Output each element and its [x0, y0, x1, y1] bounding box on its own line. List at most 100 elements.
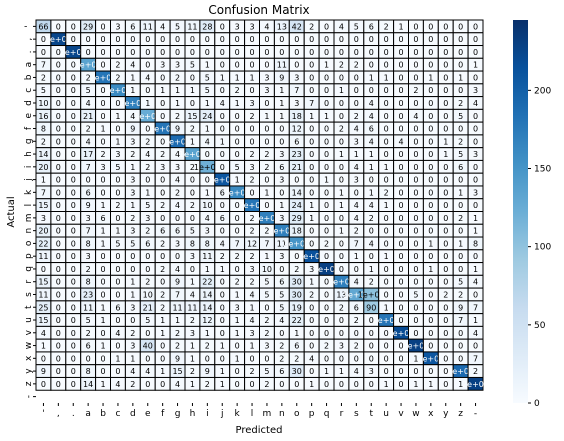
cell-value-label: 1: [458, 73, 463, 82]
y-tick-label: i: [24, 166, 34, 169]
cell-value-label: 0: [71, 239, 76, 248]
cell-value-label: 0: [458, 265, 463, 274]
cell-value-label: 0: [101, 22, 106, 31]
cell-value-label: 6: [115, 303, 120, 312]
cell-value-label: 0: [41, 265, 46, 274]
cell-value-label: 0: [384, 99, 389, 108]
cell-value-label: 0: [384, 137, 389, 146]
cell-value-label: 1: [160, 329, 165, 338]
cell-value-label: 0: [399, 35, 404, 44]
cell-value-label: 1: [324, 61, 329, 70]
cell-value-label: 0: [384, 227, 389, 236]
cell-value-label: 0: [160, 137, 165, 146]
x-tick-label: ‑: [474, 409, 477, 419]
cell-value-label: 1: [175, 86, 180, 95]
x-tick-label: b: [100, 409, 106, 419]
cell-value-label: 0: [56, 201, 61, 210]
cell-value-label: 0: [115, 188, 120, 197]
cell-value-label: 2: [130, 329, 135, 338]
cell-value-label: 1e+02: [194, 163, 221, 172]
x-tick-label: a: [85, 409, 91, 419]
cell-value-label: 0: [354, 99, 359, 108]
cell-value-label: 5: [86, 316, 91, 325]
cell-value-label: 0: [324, 125, 329, 134]
cell-value-label: 8: [190, 239, 195, 248]
cell-value-label: 1: [115, 354, 120, 363]
cell-value-label: 1: [413, 354, 418, 363]
cell-value-label: 0: [56, 125, 61, 134]
y-tick-label: z: [24, 381, 34, 386]
cell-value-label: 4: [413, 112, 418, 121]
cell-value-label: 0: [473, 125, 478, 134]
cell-value-label: 1: [130, 201, 135, 210]
cell-value-label: 0: [399, 150, 404, 159]
cell-value-label: 0: [56, 265, 61, 274]
cell-value-label: 0: [71, 252, 76, 261]
cell-value-label: 0: [443, 163, 448, 172]
cell-value-label: 0: [428, 252, 433, 261]
cell-value-label: 4: [369, 137, 374, 146]
cell-value-label: 0: [160, 112, 165, 121]
cell-value-label: 4: [369, 201, 374, 210]
cell-value-label: 0: [369, 227, 374, 236]
cell-value-label: 2: [175, 342, 180, 351]
cell-value-label: 3: [354, 176, 359, 185]
cell-value-label: 10: [38, 99, 48, 108]
cell-value-label: 1: [339, 188, 344, 197]
cell-value-label: 1: [458, 188, 463, 197]
cell-value-label: 3: [130, 303, 135, 312]
cell-value-label: 4: [115, 329, 120, 338]
cell-value-label: 0: [339, 137, 344, 146]
cell-value-label: 0: [56, 290, 61, 299]
cell-value-label: 2: [190, 125, 195, 134]
cell-value-label: 0: [399, 252, 404, 261]
cell-value-label: 0: [56, 163, 61, 172]
cell-value-label: 4: [86, 137, 91, 146]
cell-value-label: 3: [294, 99, 299, 108]
cell-value-label: 7: [175, 290, 180, 299]
cell-value-label: 7: [235, 239, 240, 248]
cell-value-label: 0: [86, 48, 91, 57]
cell-value-label: 1: [220, 342, 225, 351]
cell-value-label: 5: [235, 163, 240, 172]
cell-value-label: 0: [71, 137, 76, 146]
cell-value-label: 0: [264, 61, 269, 70]
cell-value-label: 1: [220, 137, 225, 146]
cell-value-label: 0: [235, 380, 240, 389]
cell-value-label: 0: [309, 188, 314, 197]
cell-value-label: 0: [294, 252, 299, 261]
cell-value-label: 0: [384, 354, 389, 363]
cell-value-label: 4: [473, 329, 478, 338]
cell-value-label: 4: [369, 112, 374, 121]
cell-value-label: 3: [250, 265, 255, 274]
cell-value-label: 0: [279, 137, 284, 146]
cell-value-label: 0: [235, 48, 240, 57]
cell-value-label: 0: [71, 61, 76, 70]
cell-value-label: 29: [83, 22, 93, 31]
cell-value-label: 2: [160, 201, 165, 210]
cell-value-label: 3: [339, 342, 344, 351]
cell-value-label: 2e+02: [462, 380, 489, 389]
cell-value-label: 1: [190, 278, 195, 287]
cell-value-label: 0: [399, 227, 404, 236]
y-tick-label: ': [24, 25, 34, 27]
cell-value-label: 0: [324, 48, 329, 57]
y-tick-label: l: [24, 204, 34, 207]
cell-value-label: 11: [202, 252, 212, 261]
x-axis-label: Predicted: [236, 425, 283, 436]
cell-value-label: 1: [130, 163, 135, 172]
cell-value-label: 0: [56, 137, 61, 146]
cell-value-label: 1: [41, 176, 46, 185]
cell-value-label: 0: [354, 86, 359, 95]
cell-value-label: 3: [115, 150, 120, 159]
cell-value-label: 4: [205, 137, 210, 146]
cell-value-label: 6: [294, 137, 299, 146]
cell-value-label: 0: [384, 86, 389, 95]
cell-value-label: 0: [443, 354, 448, 363]
cell-value-label: 2: [145, 278, 150, 287]
cell-value-label: 7: [458, 316, 463, 325]
cell-value-label: 0: [250, 35, 255, 44]
cell-value-label: 2e+02: [283, 239, 310, 248]
cell-value-label: 1: [235, 354, 240, 363]
cell-value-label: 0: [279, 265, 284, 274]
